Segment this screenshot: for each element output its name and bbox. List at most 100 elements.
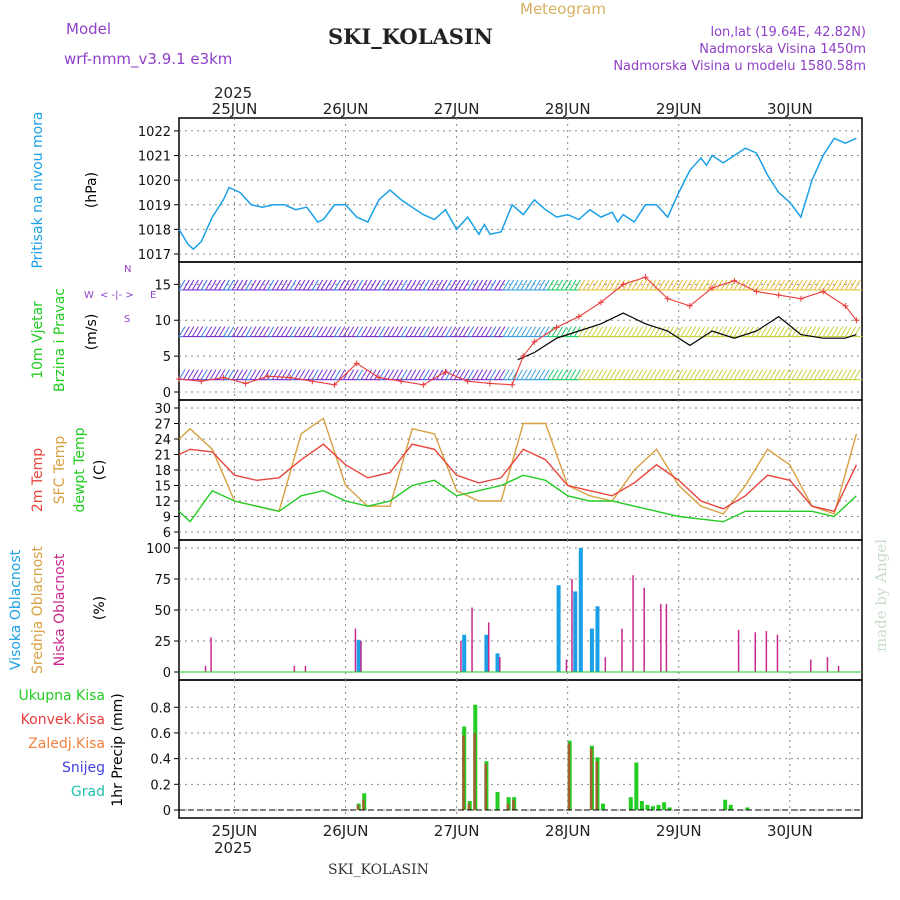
wind-barb [329,326,337,337]
wind-barb [254,369,261,380]
wind-barb [653,369,661,380]
wind-barb [480,279,488,291]
wind-barb [791,326,799,337]
wind-barb [627,369,635,380]
wind-barb [311,326,319,337]
cloud-bar [460,641,462,672]
wind-barb [640,279,648,291]
wind-barb [582,279,590,291]
cloud-bar [737,629,740,672]
wind-barb [489,326,497,337]
wind-barb [227,369,235,380]
wind-barb [800,369,808,380]
precip-bar [473,732,476,810]
temperature-ytick-label: 9 [163,511,171,526]
cloud-bar [571,579,573,672]
wind-barb [183,326,190,337]
wind-barb [658,369,666,380]
wind-barb [191,326,199,337]
precip-bar [650,806,655,810]
wind-barb [294,279,301,291]
wind-barb [600,369,608,380]
wind-barb [840,369,848,380]
wind-barb [680,369,688,380]
wind-barb [764,279,772,291]
cloud-bar [293,665,296,672]
wind-barb [209,279,217,291]
clouds-ytick-label: 75 [154,573,171,588]
precip-bar [467,803,471,810]
wind-barb [183,369,190,380]
wind-barb [684,326,692,337]
wind-barb [831,369,839,380]
precip-bar [595,761,598,810]
precip-bar [567,743,571,810]
precip-bar [601,803,606,810]
wind-barb [525,369,532,380]
cloud-bar [810,659,812,672]
wind-barb [609,279,617,291]
wind-barb [631,369,639,380]
wind-barb [498,279,506,291]
cloud-bar [837,665,840,672]
chart-marks [176,137,863,811]
precip-bar [728,804,733,810]
precip-bar [484,763,487,810]
temp-subtitle: SFC Temp [52,436,68,505]
wind-ytick-label: 5 [163,350,171,365]
wind-barb [556,369,564,380]
wind-barb [565,279,572,291]
precip-bar [662,802,667,810]
wind-barb [573,279,581,291]
wind-barb [760,279,768,291]
wind-barb [453,369,461,380]
wind-barb [347,279,355,291]
wind-barb [387,369,395,380]
wind-barb [609,369,617,380]
panel-frames [178,117,863,819]
temperature-ytick-label: 6 [163,526,171,541]
wind-barb [729,326,737,337]
cloud-bar [776,634,779,672]
wind-barb [298,279,306,291]
wind-barb [844,369,852,380]
day-bottom-label: 30JUN [767,822,813,840]
wind-barb [507,326,515,337]
day-top-label: 28JUN [545,100,591,118]
wind-barb [547,279,555,291]
wind-barb [249,279,257,291]
wind-barb [649,326,657,337]
wind-barb [298,326,306,337]
wind-barb [467,369,475,380]
wind-barb [485,279,492,291]
wind-barb [778,279,786,291]
model-name: wrf-nmm_v3.9.1 e3km [64,50,232,69]
wind-barb [565,369,572,380]
wind-barb [334,279,341,291]
wind-barb [516,369,524,380]
wind-barb [662,279,670,291]
wind-barb [773,369,781,380]
wind-barb [578,326,586,337]
wind-barb [356,279,364,291]
wind-ytick-label: 10 [154,314,171,329]
wind-barb [196,326,204,337]
pressure-ytick-label: 1018 [138,223,171,238]
wind-barb [693,369,701,380]
wind-barb [356,369,364,380]
wind-barb [307,279,315,291]
wind-barb [294,326,301,337]
wind-barb [809,279,817,291]
wind-barb [822,279,830,291]
wind-barb [325,326,333,337]
wind-barb [613,279,621,291]
wind-barb [276,369,284,380]
precip-legend-item: Konvek.Kisa [21,712,105,728]
wind-barb [533,326,541,337]
wind-barb [720,279,728,291]
pressure-ytick-label: 1019 [138,199,171,214]
wind-barb [698,369,706,380]
wind-barb [636,279,643,291]
wind-barb [551,369,559,380]
